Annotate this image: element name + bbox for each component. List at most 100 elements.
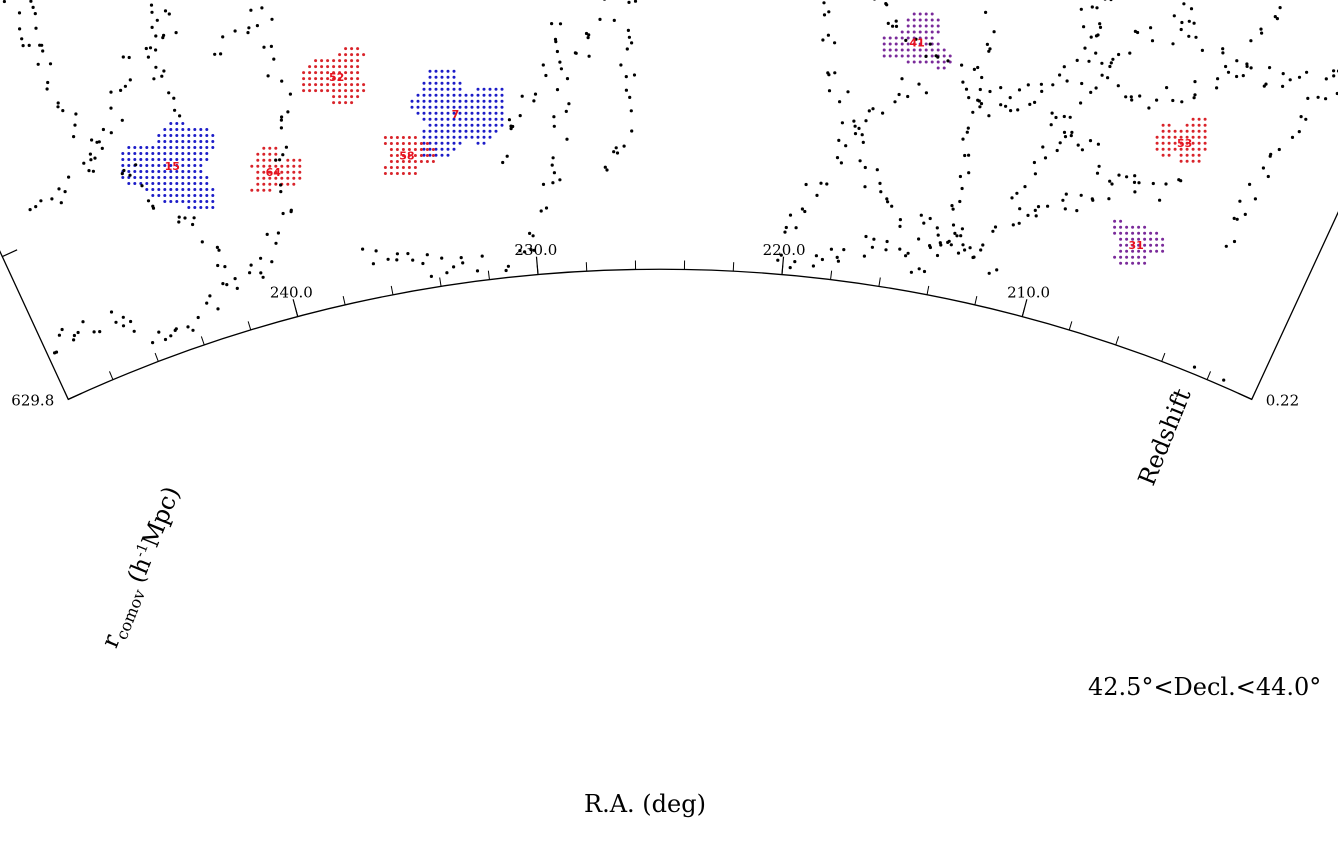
- void-dot: [211, 134, 214, 137]
- void-dot: [441, 76, 444, 79]
- void-dot: [205, 140, 208, 143]
- void-dot: [483, 130, 486, 133]
- void-dot: [483, 142, 486, 145]
- void-dot: [175, 182, 178, 185]
- void-dot: [423, 106, 426, 109]
- void-dot: [435, 112, 438, 115]
- void-dot: [459, 82, 462, 85]
- void-dot: [175, 152, 178, 155]
- void-dot: [163, 182, 166, 185]
- void-dot: [211, 140, 214, 143]
- void-dot: [447, 148, 450, 151]
- void-dot: [187, 134, 190, 137]
- void-dot: [139, 170, 142, 173]
- void-dot: [157, 152, 160, 155]
- void-dot: [453, 100, 456, 103]
- void-dot: [441, 142, 444, 145]
- void-dot: [441, 88, 444, 91]
- void-dot: [901, 37, 904, 40]
- void-dot: [489, 88, 492, 91]
- void-dot: [175, 140, 178, 143]
- void-dot: [447, 154, 450, 157]
- void-dot: [193, 188, 196, 191]
- void-dot: [169, 194, 172, 197]
- void-dot: [937, 19, 940, 22]
- void-dot: [489, 100, 492, 103]
- void-dot: [429, 106, 432, 109]
- void-dot: [139, 152, 142, 155]
- void-dot: [163, 128, 166, 131]
- void-dot: [495, 118, 498, 121]
- void-dot: [925, 61, 928, 64]
- void-dot: [151, 164, 154, 167]
- void-dot: [423, 142, 426, 145]
- void-dot: [423, 82, 426, 85]
- void-dot: [181, 146, 184, 149]
- void-dot: [163, 176, 166, 179]
- void-dot: [139, 146, 142, 149]
- void-dot: [211, 206, 214, 209]
- void-dot: [495, 100, 498, 103]
- void-dot: [913, 19, 916, 22]
- void-dot: [157, 140, 160, 143]
- void-dot: [441, 100, 444, 103]
- void-dot: [1137, 226, 1140, 229]
- void-dot: [435, 130, 438, 133]
- void-dot: [211, 188, 214, 191]
- void-dot: [477, 106, 480, 109]
- void-dot: [1119, 232, 1122, 235]
- void-dot: [483, 112, 486, 115]
- void-dot: [169, 200, 172, 203]
- void-dot: [477, 88, 480, 91]
- void-dot: [211, 194, 214, 197]
- void-dot: [913, 61, 916, 64]
- void-dot: [199, 152, 202, 155]
- void-dot: [441, 136, 444, 139]
- void-dot: [883, 49, 886, 52]
- void-dot: [889, 49, 892, 52]
- void-dot: [441, 130, 444, 133]
- void-dot: [181, 158, 184, 161]
- void-dot: [925, 13, 928, 16]
- void-dot: [465, 136, 468, 139]
- void-dot: [199, 176, 202, 179]
- void-dot: [1131, 232, 1134, 235]
- void-dot: [169, 182, 172, 185]
- void-dot: [181, 134, 184, 137]
- void-dot: [489, 136, 492, 139]
- void-dot: [193, 194, 196, 197]
- void-dot: [181, 128, 184, 131]
- void-dot: [441, 94, 444, 97]
- void-dot: [1137, 256, 1140, 259]
- void-dot: [423, 118, 426, 121]
- void-dot: [447, 106, 450, 109]
- void-dot: [441, 106, 444, 109]
- void-dot: [937, 49, 940, 52]
- void-dot: [949, 55, 952, 58]
- void-dot: [435, 142, 438, 145]
- void-dot: [1131, 256, 1134, 259]
- void-dot: [145, 176, 148, 179]
- void-dot: [175, 194, 178, 197]
- void-dot: [429, 94, 432, 97]
- void-dot: [175, 122, 178, 125]
- void-dot: [453, 142, 456, 145]
- void-dot: [465, 112, 468, 115]
- void-dot: [187, 170, 190, 173]
- void-dot: [199, 182, 202, 185]
- void-dot: [193, 128, 196, 131]
- void-dot: [447, 118, 450, 121]
- void-dot: [1131, 226, 1134, 229]
- void-dot: [489, 118, 492, 121]
- void-dot: [453, 130, 456, 133]
- void-dot: [187, 188, 190, 191]
- void-dot: [435, 88, 438, 91]
- void-dot: [193, 164, 196, 167]
- void-dot: [169, 140, 172, 143]
- void-dot: [175, 188, 178, 191]
- void-dot: [913, 31, 916, 34]
- void-dot: [453, 94, 456, 97]
- void-dot: [193, 206, 196, 209]
- void-dot: [169, 134, 172, 137]
- void-dot: [169, 146, 172, 149]
